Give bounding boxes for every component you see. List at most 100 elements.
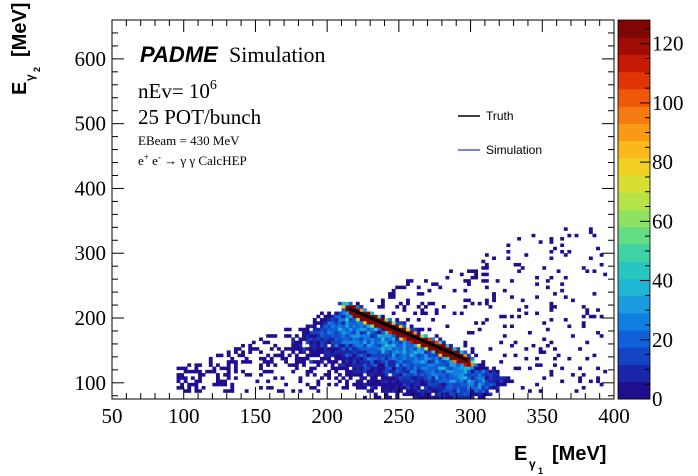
histogram-bin bbox=[302, 334, 306, 338]
histogram-bin bbox=[449, 369, 453, 374]
histogram-bin bbox=[470, 382, 475, 387]
histogram-bin bbox=[183, 369, 188, 374]
histogram-bin bbox=[441, 382, 446, 387]
x-title-sub: γ bbox=[529, 457, 536, 471]
histogram-bin bbox=[305, 337, 310, 341]
histogram-bin bbox=[420, 301, 425, 306]
histogram-bin bbox=[570, 334, 575, 338]
histogram-bin bbox=[409, 392, 414, 397]
histogram-bin bbox=[596, 330, 600, 335]
histogram-bin bbox=[445, 369, 450, 374]
histogram-bin bbox=[355, 363, 360, 367]
histogram-bin bbox=[423, 337, 428, 341]
histogram-bin bbox=[549, 373, 554, 377]
histogram-bin bbox=[481, 373, 486, 377]
histogram-bin bbox=[463, 360, 468, 364]
histogram-bin bbox=[481, 363, 486, 367]
histogram-bin bbox=[345, 347, 349, 351]
histogram-bin bbox=[266, 386, 271, 390]
histogram-bin bbox=[269, 386, 274, 390]
colorbar-segment bbox=[618, 312, 650, 331]
histogram-bin bbox=[413, 347, 418, 351]
histogram-bin bbox=[549, 240, 554, 244]
histogram-bin bbox=[330, 330, 335, 335]
histogram-bin bbox=[366, 337, 371, 341]
histogram-bin bbox=[420, 292, 425, 296]
histogram-bin bbox=[366, 373, 371, 377]
colorbar-segment bbox=[618, 140, 650, 159]
histogram-bin bbox=[434, 356, 439, 361]
histogram-bin bbox=[438, 340, 443, 345]
histogram-bin bbox=[416, 343, 421, 348]
histogram-bin bbox=[330, 353, 335, 358]
histogram-bin bbox=[520, 298, 525, 303]
histogram-bin bbox=[441, 366, 446, 371]
histogram-bin bbox=[438, 389, 443, 393]
histogram-bin bbox=[345, 353, 349, 358]
histogram-bin bbox=[355, 379, 360, 384]
histogram-bin bbox=[352, 347, 357, 351]
histogram-bin bbox=[524, 311, 529, 316]
histogram-bin bbox=[198, 363, 202, 367]
histogram-bin bbox=[391, 356, 396, 361]
histogram-bin bbox=[395, 350, 400, 354]
y-tick-label: 600 bbox=[75, 47, 107, 71]
histogram-bin bbox=[470, 373, 475, 377]
histogram-bin bbox=[456, 347, 461, 351]
histogram-bin bbox=[366, 347, 371, 351]
histogram-bin bbox=[388, 334, 392, 338]
histogram-bin bbox=[402, 386, 407, 390]
histogram-bin bbox=[352, 305, 357, 309]
histogram-bin bbox=[470, 360, 475, 364]
histogram-bin bbox=[409, 386, 414, 390]
histogram-bin bbox=[366, 389, 371, 393]
histogram-bin bbox=[380, 324, 385, 329]
histogram-bin bbox=[452, 373, 457, 377]
histogram-bin bbox=[563, 318, 568, 322]
histogram-bin bbox=[427, 350, 432, 354]
histogram-bin bbox=[223, 389, 228, 393]
histogram-bin bbox=[413, 356, 418, 361]
histogram-bin bbox=[538, 347, 543, 351]
histogram-bin bbox=[488, 382, 493, 387]
histogram-bin bbox=[406, 340, 410, 345]
histogram-bin bbox=[416, 350, 421, 354]
histogram-bin bbox=[481, 259, 486, 264]
histogram-bin bbox=[420, 327, 425, 332]
histogram-bin bbox=[384, 340, 389, 345]
histogram-bin bbox=[413, 395, 418, 400]
histogram-bin bbox=[345, 366, 349, 371]
histogram-bin bbox=[373, 334, 378, 338]
histogram-bin bbox=[298, 327, 303, 332]
histogram-bin bbox=[481, 376, 486, 380]
histogram-bin bbox=[391, 386, 396, 390]
histogram-bin bbox=[470, 386, 475, 390]
histogram-bin bbox=[391, 373, 396, 377]
histogram-bin bbox=[180, 366, 185, 371]
histogram-bin bbox=[284, 327, 288, 332]
histogram-bin bbox=[363, 363, 367, 367]
histogram-bin bbox=[348, 373, 353, 377]
histogram-bin bbox=[370, 321, 375, 325]
histogram-bin bbox=[563, 295, 568, 299]
histogram-bin bbox=[510, 295, 514, 299]
histogram-bin bbox=[409, 343, 414, 348]
histogram-bin bbox=[466, 363, 471, 367]
colorbar: 0 20 40 60 80 100 120 bbox=[617, 19, 684, 411]
histogram-bin bbox=[463, 279, 468, 283]
histogram-bin bbox=[363, 353, 367, 358]
histogram-bin bbox=[327, 369, 332, 374]
histogram-bin bbox=[294, 334, 299, 338]
histogram-bin bbox=[230, 386, 235, 390]
histogram-bin bbox=[341, 308, 346, 312]
histogram-bin bbox=[391, 343, 396, 348]
histogram-bin bbox=[388, 363, 392, 367]
histogram-bin bbox=[366, 353, 371, 358]
histogram-bin bbox=[423, 395, 428, 400]
histogram-bin bbox=[330, 350, 335, 354]
histogram-bin bbox=[388, 337, 392, 341]
histogram-bin bbox=[406, 347, 410, 351]
histogram-bin bbox=[262, 360, 267, 364]
histogram-bin bbox=[334, 347, 339, 351]
histogram-bin bbox=[215, 382, 220, 387]
